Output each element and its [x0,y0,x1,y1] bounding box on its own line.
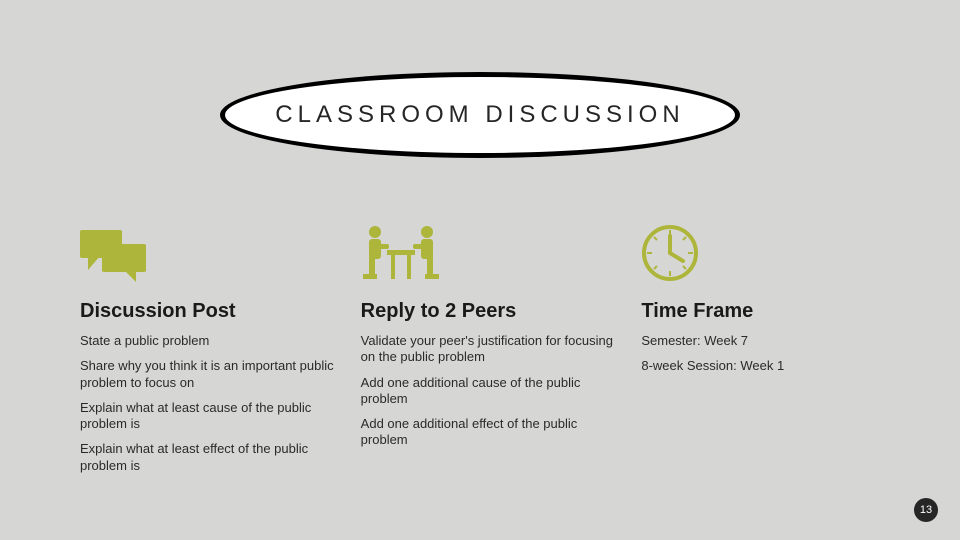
body-line: Validate your peer's justification for f… [361,333,620,366]
body-line: State a public problem [80,333,339,349]
meeting-icon [361,218,620,282]
clock-icon [641,218,900,282]
column-heading: Reply to 2 Peers [361,300,620,323]
body-line: 8-week Session: Week 1 [641,358,900,374]
body-line: Explain what at least cause of the publi… [80,400,339,433]
column-heading: Discussion Post [80,300,339,323]
column-body: State a public problem Share why you thi… [80,333,339,474]
page-number: 13 [920,504,932,516]
body-line: Add one additional cause of the public p… [361,375,620,408]
body-line: Add one additional effect of the public … [361,416,620,449]
title-banner: CLASSROOM DISCUSSION [220,72,740,158]
columns-container: Discussion Post State a public problem S… [80,218,900,483]
column-discussion-post: Discussion Post State a public problem S… [80,218,339,483]
column-time-frame: Time Frame Semester: Week 7 8-week Sessi… [641,218,900,483]
body-line: Share why you think it is an important p… [80,358,339,391]
column-heading: Time Frame [641,300,900,323]
column-body: Validate your peer's justification for f… [361,333,620,449]
slide-title: CLASSROOM DISCUSSION [275,101,684,129]
column-reply-peers: Reply to 2 Peers Validate your peer's ju… [361,218,620,483]
page-number-badge: 13 [914,498,938,522]
body-line: Semester: Week 7 [641,333,900,349]
chat-icon [80,218,339,282]
title-ellipse-inner: CLASSROOM DISCUSSION [225,77,735,153]
body-line: Explain what at least effect of the publ… [80,441,339,474]
column-body: Semester: Week 7 8-week Session: Week 1 [641,333,900,375]
